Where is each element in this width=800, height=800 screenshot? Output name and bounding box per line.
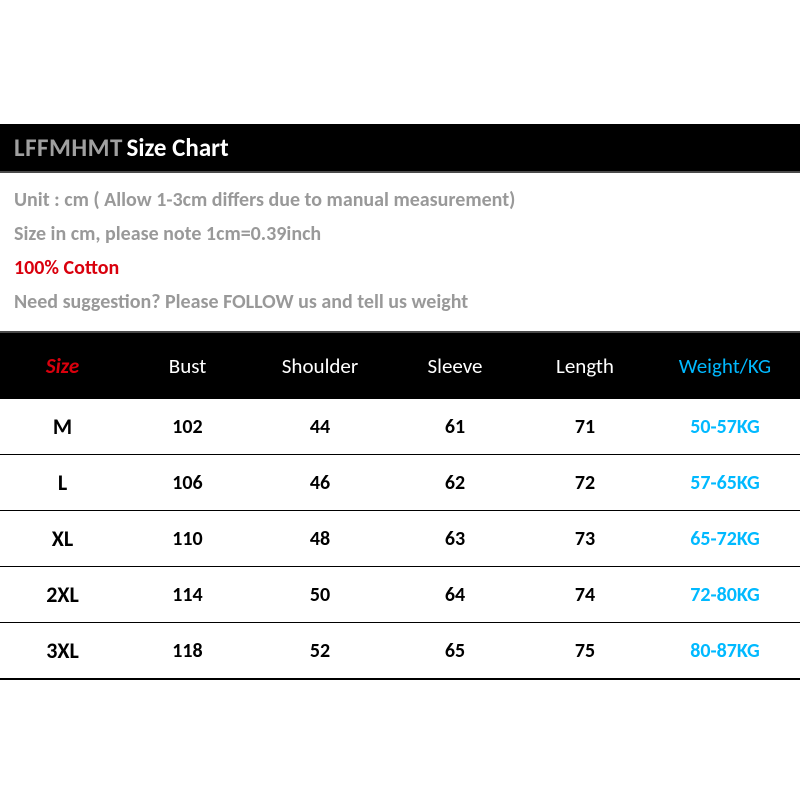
cell-sleeve: 62: [390, 471, 520, 495]
col-header-length: Length: [520, 353, 650, 379]
cell-sleeve: 65: [390, 639, 520, 663]
table-header: Size Bust Shoulder Sleeve Length Weight/…: [0, 333, 800, 399]
note-material: 100% Cotton: [14, 251, 786, 285]
cell-bust: 102: [125, 415, 250, 439]
cell-bust: 114: [125, 583, 250, 607]
title-bar: LFFMHMT Size Chart: [0, 124, 800, 171]
canvas: LFFMHMT Size Chart Unit : cm ( Allow 1-3…: [0, 0, 800, 800]
table-row: XL 110 48 63 73 65-72KG: [0, 511, 800, 567]
col-header-sleeve: Sleeve: [390, 353, 520, 379]
cell-length: 72: [520, 471, 650, 495]
cell-size: XL: [0, 525, 125, 552]
cell-shoulder: 48: [250, 527, 390, 551]
table-row: L 106 46 62 72 57-65KG: [0, 455, 800, 511]
cell-weight: 57-65KG: [650, 471, 800, 495]
table-row: 2XL 114 50 64 74 72-80KG: [0, 567, 800, 623]
brand-label: LFFMHMT: [14, 132, 123, 163]
chart-title: Size Chart: [127, 132, 229, 163]
cell-sleeve: 61: [390, 415, 520, 439]
cell-length: 71: [520, 415, 650, 439]
table-row: M 102 44 61 71 50-57KG: [0, 399, 800, 455]
cell-sleeve: 64: [390, 583, 520, 607]
cell-weight: 72-80KG: [650, 583, 800, 607]
cell-weight: 50-57KG: [650, 415, 800, 439]
cell-shoulder: 52: [250, 639, 390, 663]
cell-shoulder: 44: [250, 415, 390, 439]
note-conversion: Size in cm, please note 1cm=0.39inch: [14, 217, 786, 251]
size-chart-panel: LFFMHMT Size Chart Unit : cm ( Allow 1-3…: [0, 124, 800, 680]
notes-block: Unit : cm ( Allow 1-3cm differs due to m…: [0, 171, 800, 333]
cell-size: L: [0, 469, 125, 496]
note-suggestion: Need suggestion? Please FOLLOW us and te…: [14, 285, 786, 319]
col-header-weight: Weight/KG: [650, 353, 800, 379]
cell-size: 3XL: [0, 637, 125, 664]
col-header-size: Size: [0, 353, 125, 379]
cell-shoulder: 50: [250, 583, 390, 607]
cell-shoulder: 46: [250, 471, 390, 495]
cell-weight: 80-87KG: [650, 639, 800, 663]
cell-sleeve: 63: [390, 527, 520, 551]
cell-bust: 118: [125, 639, 250, 663]
cell-length: 75: [520, 639, 650, 663]
cell-length: 73: [520, 527, 650, 551]
cell-bust: 106: [125, 471, 250, 495]
table-body: M 102 44 61 71 50-57KG L 106 46 62 72 57…: [0, 399, 800, 680]
col-header-bust: Bust: [125, 353, 250, 379]
cell-bust: 110: [125, 527, 250, 551]
cell-size: 2XL: [0, 581, 125, 608]
note-unit: Unit : cm ( Allow 1-3cm differs due to m…: [14, 183, 786, 217]
cell-weight: 65-72KG: [650, 527, 800, 551]
cell-size: M: [0, 413, 125, 440]
table-row: 3XL 118 52 65 75 80-87KG: [0, 623, 800, 680]
cell-length: 74: [520, 583, 650, 607]
col-header-shoulder: Shoulder: [250, 353, 390, 379]
